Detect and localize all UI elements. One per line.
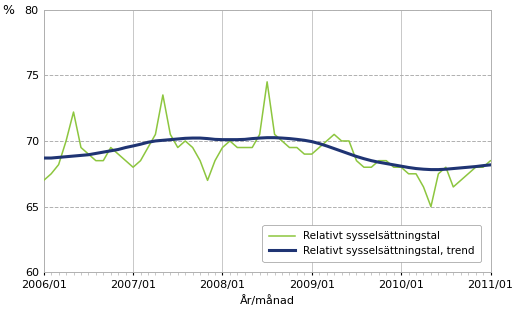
Relativt sysselsättningstal, trend: [122, 146, 129, 149]
Relativt sysselsättningstal, trend: [338, 149, 345, 153]
Relativt sysselsättningstal: [443, 165, 449, 169]
Relativt sysselsättningstal, trend: [40, 156, 47, 160]
Relativt sysselsättningstal: [428, 205, 434, 208]
Legend: Relativt sysselsättningstal, Relativt sysselsättningstal, trend: Relativt sysselsättningstal, Relativt sy…: [263, 225, 481, 262]
X-axis label: År/månad: År/månad: [240, 295, 295, 306]
Relativt sysselsättningstal, trend: [78, 154, 84, 157]
Relativt sysselsättningstal, trend: [428, 168, 434, 172]
Relativt sysselsättningstal: [264, 80, 270, 84]
Line: Relativt sysselsättningstal: Relativt sysselsättningstal: [44, 82, 519, 207]
Relativt sysselsättningstal: [40, 178, 47, 182]
Relativt sysselsättningstal: [78, 146, 84, 149]
Relativt sysselsättningstal, trend: [264, 136, 270, 139]
Relativt sysselsättningstal: [338, 139, 345, 143]
Relativt sysselsättningstal: [138, 159, 144, 163]
Y-axis label: %: %: [2, 4, 14, 17]
Relativt sysselsättningstal, trend: [138, 142, 144, 146]
Relativt sysselsättningstal: [122, 159, 129, 163]
Relativt sysselsättningstal, trend: [443, 167, 449, 171]
Line: Relativt sysselsättningstal, trend: Relativt sysselsättningstal, trend: [44, 138, 519, 170]
